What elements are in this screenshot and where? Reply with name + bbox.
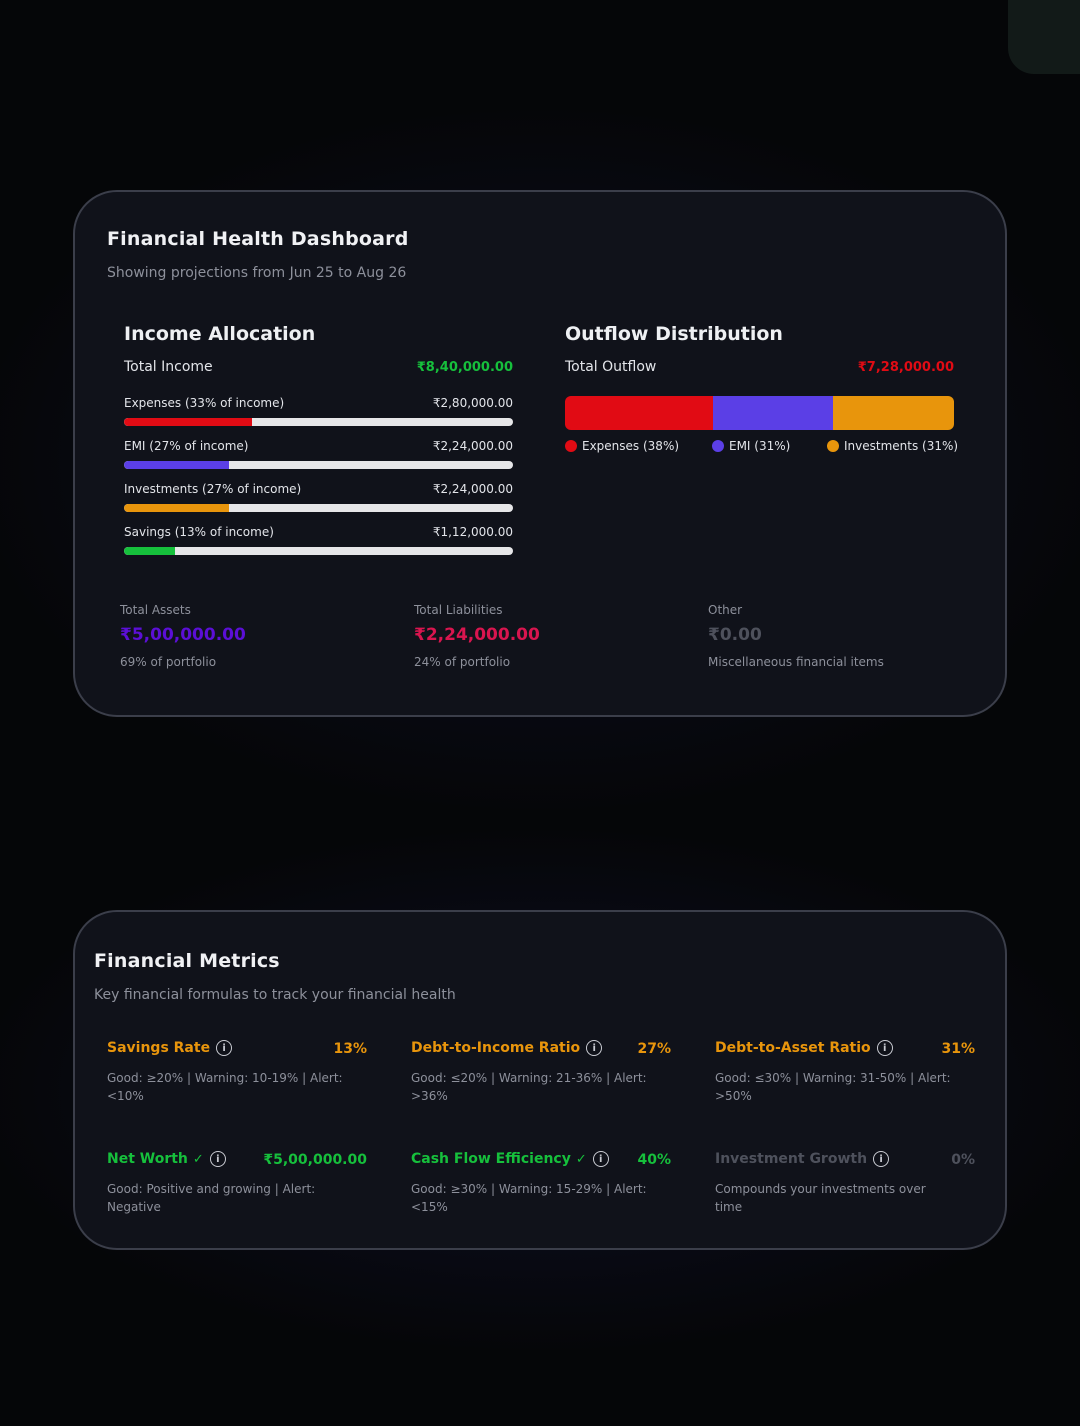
income-progress-bar (124, 547, 513, 555)
metric-title-text: Net Worth (107, 1151, 188, 1167)
metric-title: Net Worth ✓ i (107, 1151, 226, 1167)
outflow-segment (565, 396, 713, 430)
stat-label: Total Liabilities (414, 603, 503, 617)
metric-title: Cash Flow Efficiency ✓ i (411, 1151, 609, 1167)
metric-title-text: Debt-to-Asset Ratio (715, 1040, 871, 1056)
metric-value: ₹5,00,000.00 (263, 1152, 367, 1168)
metric-title-text: Debt-to-Income Ratio (411, 1040, 581, 1056)
income-progress-fill (124, 504, 230, 512)
metric-value: 31% (941, 1041, 975, 1057)
info-icon[interactable]: i (876, 1040, 893, 1056)
info-icon[interactable]: i (216, 1040, 233, 1056)
info-icon[interactable]: i (592, 1151, 609, 1167)
metric-title: Savings Rate i (107, 1040, 233, 1056)
outflow-stacked-bar (565, 396, 954, 430)
metric-value: 0% (951, 1152, 975, 1168)
info-icon[interactable]: i (873, 1151, 890, 1167)
metric-value: 27% (637, 1041, 671, 1057)
dashboard-subtitle: Showing projections from Jun 25 to Aug 2… (107, 265, 407, 281)
outflow-segment (833, 396, 954, 430)
income-item-value: ₹2,24,000.00 (432, 482, 513, 496)
outflow-legend-item: Expenses (38%) (565, 439, 679, 453)
metric-title: Investment Growth i (715, 1151, 890, 1167)
stat-value: ₹2,24,000.00 (414, 625, 540, 645)
metric-title: Debt-to-Income Ratio i (411, 1040, 603, 1056)
metric-description: Good: ≥30% | Warning: 15-29% | Alert: <1… (411, 1182, 647, 1214)
stat-note: 24% of portfolio (414, 655, 511, 669)
income-item-value: ₹2,24,000.00 (432, 439, 513, 453)
dashboard-title: Financial Health Dashboard (107, 228, 409, 250)
income-progress-bar (124, 504, 513, 512)
income-progress-bar (124, 461, 513, 469)
income-allocation-title: Income Allocation (124, 323, 316, 345)
outflow-segment (712, 396, 834, 430)
income-progress-fill (124, 418, 253, 426)
check-icon: ✓ (575, 1151, 587, 1167)
metric-description: Good: ≥20% | Warning: 10-19% | Alert: <1… (107, 1071, 343, 1103)
total-outflow-value: ₹7,28,000.00 (857, 360, 954, 375)
income-item-value: ₹1,12,000.00 (432, 525, 513, 539)
metric-title-text: Investment Growth (715, 1151, 868, 1167)
income-item-label: Investments (27% of income) (124, 482, 302, 496)
metric-title: Debt-to-Asset Ratio i (715, 1040, 893, 1056)
stat-label: Other (708, 603, 743, 617)
legend-dot-icon (712, 440, 724, 452)
metric-value: 40% (637, 1152, 671, 1168)
stat-value: ₹0.00 (708, 625, 762, 645)
metrics-subtitle: Key financial formulas to track your fin… (94, 987, 456, 1003)
stat-note: Miscellaneous financial items (708, 655, 884, 669)
income-progress-fill (124, 547, 175, 555)
total-outflow-label: Total Outflow (565, 359, 657, 375)
stat-note: 69% of portfolio (120, 655, 217, 669)
metric-title-text: Savings Rate (107, 1040, 211, 1056)
income-item-value: ₹2,80,000.00 (432, 396, 513, 410)
metric-description: Compounds your investments over time (715, 1182, 926, 1214)
legend-label: Investments (31%) (844, 439, 959, 453)
stat-value: ₹5,00,000.00 (120, 625, 246, 645)
metric-description: Good: Positive and growing | Alert: Nega… (107, 1182, 316, 1214)
metric-value: 13% (333, 1041, 367, 1057)
metrics-title: Financial Metrics (94, 950, 280, 972)
total-income-value: ₹8,40,000.00 (416, 360, 513, 375)
check-icon: ✓ (192, 1151, 204, 1167)
legend-label: EMI (31%) (729, 439, 791, 453)
legend-dot-icon (565, 440, 577, 452)
metric-description: Good: ≤20% | Warning: 21-36% | Alert: >3… (411, 1071, 647, 1103)
legend-dot-icon (827, 440, 839, 452)
total-income-label: Total Income (124, 359, 213, 375)
income-item-label: Expenses (33% of income) (124, 396, 285, 410)
financial-health-card: Financial Health Dashboard Showing proje… (73, 190, 1007, 717)
income-item-label: Savings (13% of income) (124, 525, 274, 539)
income-item-label: EMI (27% of income) (124, 439, 249, 453)
legend-label: Expenses (38%) (582, 439, 680, 453)
metric-description: Good: ≤30% | Warning: 31-50% | Alert: >5… (715, 1071, 951, 1103)
metric-title-text: Cash Flow Efficiency (411, 1151, 571, 1167)
outflow-legend-item: Investments (31%) (827, 439, 958, 453)
income-progress-fill (124, 461, 230, 469)
financial-metrics-card: Financial Metrics Key financial formulas… (73, 910, 1007, 1250)
stat-label: Total Assets (120, 603, 191, 617)
outflow-distribution-title: Outflow Distribution (565, 323, 783, 345)
info-icon[interactable]: i (209, 1151, 226, 1167)
outflow-legend-item: EMI (31%) (712, 439, 790, 453)
info-icon[interactable]: i (586, 1040, 603, 1056)
income-progress-bar (124, 418, 513, 426)
corner-tab (1008, 0, 1080, 74)
